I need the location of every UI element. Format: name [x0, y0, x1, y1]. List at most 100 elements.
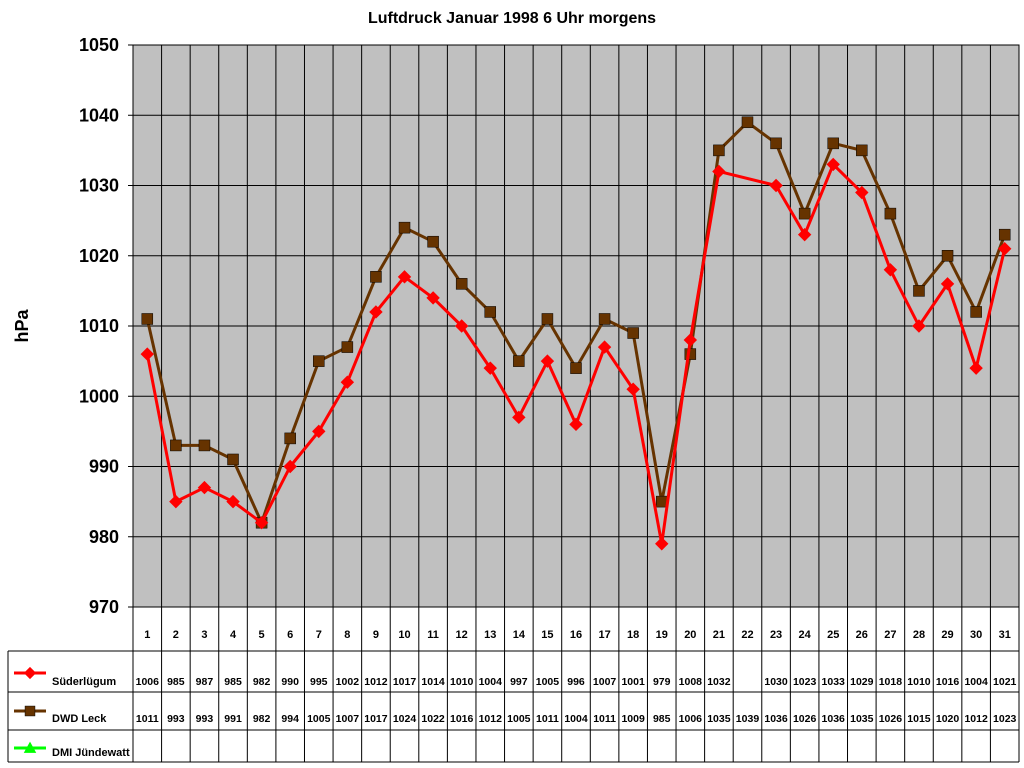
- x-tick-label: 21: [713, 629, 725, 641]
- table-cell: 1004: [564, 713, 588, 725]
- x-tick-label: 10: [398, 629, 410, 641]
- data-point: [483, 361, 497, 375]
- x-tick-label: 3: [201, 629, 207, 641]
- table-cell: 1004: [964, 676, 988, 688]
- table-cell: 1015: [907, 713, 931, 725]
- x-tick-label: 12: [456, 629, 468, 641]
- x-tick-label: 23: [770, 629, 782, 641]
- table-cell: 1033: [822, 676, 846, 688]
- data-point: [227, 453, 239, 466]
- y-tick-label: 990: [89, 457, 119, 477]
- table-cell: 1024: [393, 713, 417, 725]
- legend-marker: [23, 741, 37, 753]
- x-tick-label: 31: [999, 629, 1011, 641]
- x-tick-label: 17: [598, 629, 610, 641]
- data-point: [713, 144, 725, 157]
- data-point: [883, 263, 898, 277]
- table-cell: 1005: [536, 676, 560, 688]
- legend-label: DMI Jündewatt: [52, 747, 130, 759]
- table-cell: 1023: [993, 713, 1017, 725]
- x-tick-label: 20: [684, 629, 696, 641]
- x-tick-label: 24: [799, 629, 812, 641]
- data-point: [197, 480, 212, 495]
- data-point: [683, 333, 698, 347]
- chart-title: Luftdruck Januar 1998 6 Uhr morgens: [367, 10, 657, 27]
- data-point: [856, 144, 868, 157]
- data-point: [427, 235, 439, 248]
- x-tick-label: 22: [741, 629, 753, 641]
- table-cell: 1009: [621, 713, 645, 725]
- x-tick-label: 29: [941, 629, 953, 641]
- table-cell: 1036: [822, 713, 846, 725]
- data-point: [998, 242, 1012, 256]
- y-tick-label: 1030: [79, 176, 119, 196]
- table-cell: 1017: [393, 676, 417, 688]
- x-tick-label: 1: [144, 629, 150, 641]
- table-cell: 1021: [993, 676, 1017, 688]
- x-tick-label: 26: [856, 629, 868, 641]
- table-cell: 997: [510, 676, 528, 688]
- table-cell: 1035: [707, 713, 731, 725]
- table-cell: 1022: [421, 713, 445, 725]
- data-point: [455, 278, 468, 290]
- x-tick-label: 16: [570, 629, 582, 641]
- data-point: [512, 410, 526, 425]
- grid-lines: [132, 44, 1020, 762]
- x-tick-label: 15: [541, 629, 553, 641]
- table-cell: 993: [167, 713, 185, 725]
- table-cell: 985: [167, 676, 185, 688]
- data-point: [513, 355, 525, 367]
- legend-marker: [23, 666, 37, 680]
- table-cell: 995: [310, 676, 328, 688]
- data-point: [170, 439, 182, 452]
- data-point: [884, 207, 897, 220]
- table-cell: 1002: [336, 676, 360, 688]
- table-cell: 993: [196, 713, 214, 725]
- table-cell: 1018: [879, 676, 903, 688]
- table-cell: 1008: [679, 676, 703, 688]
- table-cell: 1026: [879, 713, 903, 725]
- data-point: [797, 227, 812, 242]
- legend-label: Süderlügum: [52, 676, 116, 688]
- data-point: [969, 361, 983, 375]
- data-point: [340, 375, 355, 389]
- y-axis-label: hPa: [12, 309, 32, 343]
- table-cell: 982: [253, 713, 271, 725]
- table-cell: 991: [224, 713, 242, 725]
- data-point: [254, 515, 269, 530]
- data-point: [313, 355, 325, 367]
- table-cell: 1010: [450, 676, 474, 688]
- data-point: [627, 327, 639, 339]
- table-cell: 1006: [136, 676, 160, 688]
- table-cell: 1005: [507, 713, 531, 725]
- y-tick-label: 1000: [79, 386, 119, 406]
- table-cell: 1032: [707, 676, 731, 688]
- data-point: [569, 417, 583, 432]
- x-tick-label: 4: [230, 629, 237, 641]
- table-cell: 1023: [793, 676, 817, 688]
- x-tick-label: 5: [259, 629, 265, 641]
- table-cell: 1016: [450, 713, 474, 725]
- data-point: [940, 277, 955, 291]
- x-tick-label: 9: [373, 629, 379, 641]
- data-point: [541, 313, 554, 325]
- data-point: [169, 494, 183, 509]
- data-point: [540, 354, 555, 368]
- table-cell: 1011: [536, 713, 559, 725]
- data-point: [827, 137, 839, 150]
- data-point: [598, 313, 611, 325]
- x-tick-label: 28: [913, 629, 925, 641]
- table-cell: 1007: [593, 676, 617, 688]
- table-cell: 1020: [936, 713, 960, 725]
- table-cell: 1039: [736, 713, 760, 725]
- data-point: [484, 306, 497, 318]
- table-cell: 1016: [936, 676, 960, 688]
- x-tick-label: 27: [884, 629, 896, 641]
- y-tick-label: 1010: [79, 316, 119, 336]
- data-point: [655, 537, 669, 551]
- table-cell: 1005: [307, 713, 331, 725]
- y-tick-label: 1040: [79, 105, 119, 125]
- data-point: [826, 157, 840, 172]
- data-point: [913, 285, 925, 297]
